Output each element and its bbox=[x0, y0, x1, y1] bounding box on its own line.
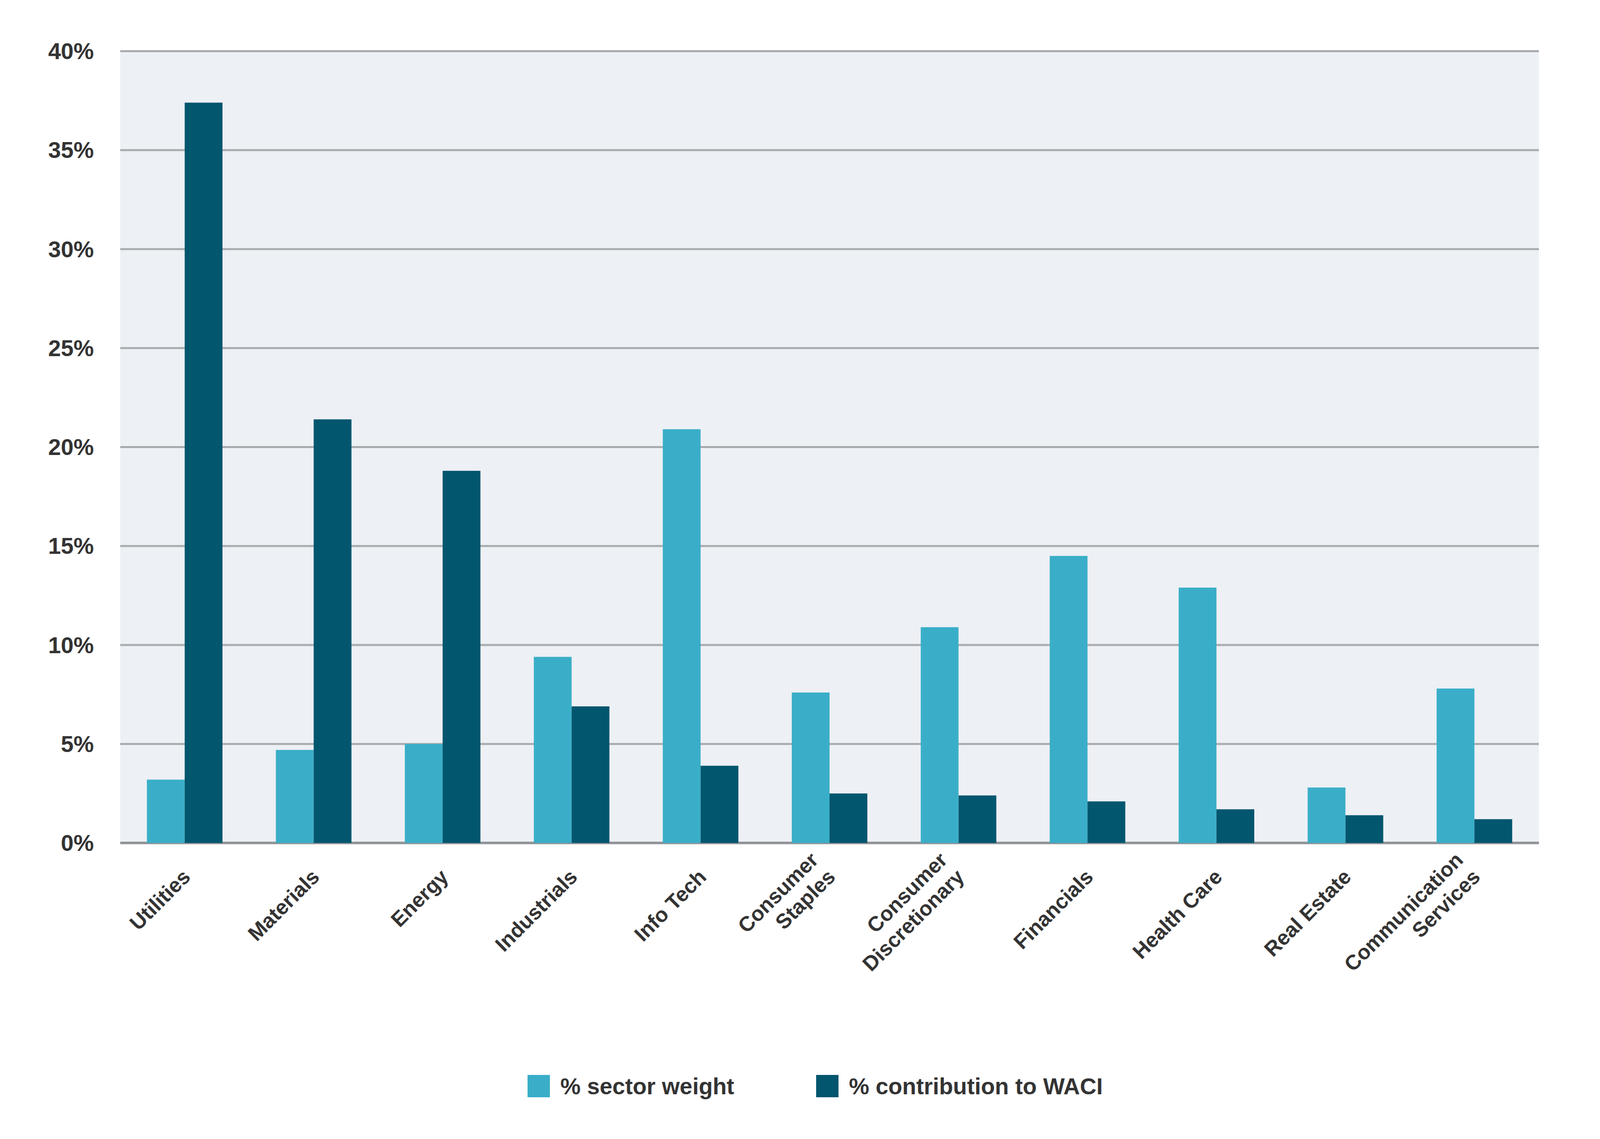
bar bbox=[1474, 819, 1513, 843]
bar bbox=[147, 779, 185, 843]
chart: 0% 5% 10% 15% 20% 25% 30% 35% 40% Utilities Materi… bbox=[0, 0, 1600, 1139]
bar bbox=[533, 656, 572, 843]
y-tick-label: 10% bbox=[48, 632, 94, 659]
bar bbox=[1049, 555, 1088, 843]
bar bbox=[442, 470, 481, 843]
x-tick-label-line: Health Care bbox=[1128, 864, 1227, 964]
bars bbox=[147, 102, 1513, 843]
bar bbox=[1345, 815, 1384, 843]
y-tick-label: 0% bbox=[61, 830, 94, 856]
grid-line bbox=[120, 248, 1539, 251]
x-tick-label: Financials bbox=[1008, 864, 1098, 954]
bar bbox=[1178, 587, 1217, 843]
grid-line bbox=[120, 347, 1539, 350]
legend-label: % contribution to WACI bbox=[848, 1073, 1103, 1100]
legend-swatch bbox=[816, 1074, 839, 1098]
bar bbox=[184, 102, 223, 843]
legend-swatch bbox=[527, 1074, 550, 1098]
x-tick-label: Info Tech bbox=[629, 864, 711, 946]
x-tick-label-line: Industrials bbox=[490, 864, 582, 956]
bar bbox=[404, 744, 443, 843]
y-tick-label: 30% bbox=[48, 236, 94, 263]
y-tick-label: 20% bbox=[48, 434, 94, 460]
bar bbox=[700, 765, 739, 843]
x-tick-label-line: Utilities bbox=[125, 864, 196, 935]
x-tick-label: Materials bbox=[243, 864, 324, 946]
bar bbox=[571, 706, 610, 843]
plot-area bbox=[120, 51, 1539, 843]
x-tick-label-line: Services bbox=[1407, 864, 1485, 942]
x-tick-label: ConsumerStaples bbox=[733, 847, 840, 955]
y-tick-label: 5% bbox=[61, 731, 94, 758]
x-tick-label: Real Estate bbox=[1259, 864, 1356, 961]
bar bbox=[1216, 809, 1255, 843]
x-tick-label: CommunicationServices bbox=[1339, 847, 1485, 993]
x-tick-label-line: Materials bbox=[243, 864, 324, 946]
x-tick-label-line: Energy bbox=[386, 864, 454, 932]
x-tick-label: Industrials bbox=[490, 864, 582, 956]
x-tick-label-line: Discretionary bbox=[857, 864, 970, 977]
bar bbox=[1436, 688, 1475, 843]
y-tick-label: 25% bbox=[48, 335, 94, 362]
legend-label: % sector weight bbox=[560, 1073, 735, 1100]
x-tick-label: Utilities bbox=[125, 864, 196, 935]
x-tick-label-line: Staples bbox=[770, 864, 840, 934]
x-tick-label: ConsumerDiscretionary bbox=[840, 847, 970, 977]
bar bbox=[275, 750, 314, 843]
x-tick-label: Energy bbox=[386, 864, 454, 932]
bar bbox=[791, 692, 830, 843]
bar bbox=[662, 429, 701, 843]
grid-line bbox=[120, 50, 1539, 53]
bar bbox=[1307, 787, 1346, 843]
y-tick-label: 40% bbox=[48, 38, 94, 65]
grid-line bbox=[120, 149, 1539, 152]
bar bbox=[829, 793, 868, 843]
bar bbox=[313, 419, 352, 843]
x-tick-label-line: Real Estate bbox=[1259, 864, 1356, 961]
bar bbox=[1087, 801, 1126, 843]
y-tick-label: 35% bbox=[48, 137, 94, 163]
bar bbox=[958, 795, 997, 843]
bar bbox=[920, 627, 959, 843]
x-tick-label: Health Care bbox=[1128, 864, 1227, 964]
x-tick-label-line: Info Tech bbox=[629, 864, 711, 946]
y-tick-label: 15% bbox=[48, 533, 94, 559]
x-tick-label-line: Financials bbox=[1008, 864, 1098, 954]
